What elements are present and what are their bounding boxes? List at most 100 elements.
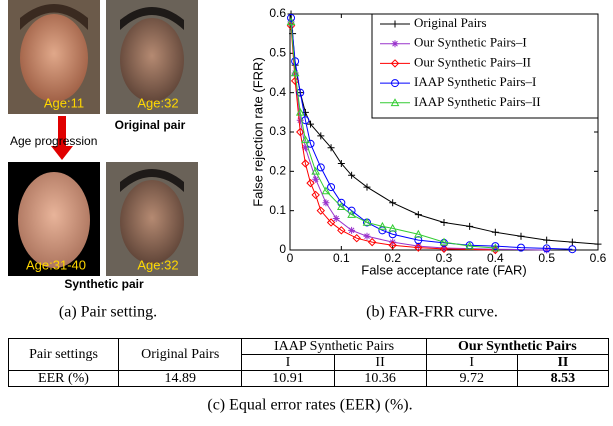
- y-tick-label: 0.4: [269, 85, 286, 99]
- legend-marker: [391, 79, 399, 88]
- marker: [316, 163, 325, 172]
- marker: [388, 241, 397, 250]
- marker: [295, 107, 305, 116]
- x-tick-label: 0.2: [384, 251, 401, 265]
- photo-label: Age:31-40: [26, 257, 86, 272]
- legend-marker: [390, 59, 400, 68]
- marker: [290, 76, 300, 86]
- cell: 9.72: [425, 370, 518, 387]
- photo-label: Age:11: [44, 95, 84, 110]
- marker: [388, 223, 398, 232]
- legend-label: IAAP Synthetic Pairs–I: [414, 74, 536, 89]
- y-tick-label: 0.5: [269, 46, 286, 60]
- cell: EER (%): [8, 370, 119, 387]
- marker: [568, 238, 576, 246]
- marker: [327, 183, 336, 192]
- y-axis-label: False rejection rate (FRR): [250, 57, 265, 207]
- marker: [286, 17, 296, 26]
- marker: [296, 127, 305, 137]
- marker: [327, 144, 335, 152]
- arrow: [51, 116, 73, 160]
- photo: [8, 0, 100, 114]
- y-tick-label: 0: [279, 242, 286, 256]
- marker: [296, 116, 304, 124]
- marker: [296, 88, 305, 97]
- marker: [317, 132, 325, 140]
- marker: [306, 178, 315, 188]
- subheader-cell: I: [425, 354, 518, 371]
- marker: [362, 217, 372, 226]
- marker: [391, 40, 399, 48]
- marker: [287, 13, 296, 22]
- marker: [440, 244, 448, 252]
- marker: [543, 236, 551, 244]
- marker: [517, 243, 525, 252]
- x-tick-label: 0.6: [590, 251, 607, 265]
- marker: [347, 210, 356, 218]
- marker: [336, 202, 346, 211]
- legend-marker: [391, 40, 399, 48]
- y-tick-label: 0.3: [269, 124, 286, 138]
- marker: [363, 183, 371, 191]
- legend-label: IAAP Synthetic Pairs–II: [414, 94, 541, 109]
- marker: [301, 135, 310, 144]
- marker: [491, 228, 499, 236]
- photo-label: Age:32: [137, 95, 178, 110]
- pair-label: Synthetic pair: [64, 277, 144, 291]
- marker: [301, 159, 310, 168]
- marker: [326, 218, 336, 227]
- marker: [465, 241, 475, 250]
- results-table: Pair settings Original Pairs IAAP Synthe…: [8, 338, 610, 387]
- x-axis-label: False acceptance rate (FAR): [361, 262, 526, 277]
- marker: [337, 226, 346, 235]
- legend-marker: [391, 20, 399, 28]
- x-tick-label: 0: [287, 251, 294, 265]
- legend-label: Our Synthetic Pairs–I: [414, 35, 527, 50]
- marker: [466, 222, 474, 230]
- x-tick-label: 0.4: [487, 251, 504, 265]
- marker: [542, 244, 551, 253]
- marker: [348, 226, 356, 234]
- marker: [568, 245, 577, 254]
- arrow-label: Age progression: [10, 134, 97, 148]
- subheader-cell: II: [516, 354, 610, 371]
- marker: [311, 190, 320, 200]
- marker: [290, 68, 300, 77]
- caption: (a) Pair setting.: [59, 304, 157, 321]
- marker: [491, 242, 500, 251]
- marker: [337, 159, 345, 167]
- marker: [391, 20, 399, 28]
- marker: [390, 59, 400, 68]
- marker: [332, 215, 340, 223]
- cell: 14.89: [117, 370, 243, 387]
- marker: [321, 186, 331, 195]
- marker: [352, 233, 361, 243]
- marker: [389, 199, 397, 207]
- marker: [414, 242, 422, 250]
- marker: [490, 243, 500, 252]
- legend-marker: [390, 98, 400, 107]
- pair-label: Original pair: [115, 118, 186, 132]
- caption: (c) Equal error rates (EER) (%).: [207, 397, 412, 414]
- legend-box: [371, 13, 599, 119]
- y-tick-label: 0.6: [269, 6, 286, 20]
- photo: [8, 162, 100, 276]
- marker: [363, 232, 371, 240]
- marker: [517, 232, 525, 240]
- marker: [301, 144, 309, 152]
- header-cell: Pair settings: [8, 338, 119, 371]
- marker: [414, 243, 423, 252]
- y-tick-label: 0.1: [269, 203, 286, 217]
- marker: [439, 237, 449, 246]
- marker: [348, 171, 356, 179]
- cell: 8.53: [516, 370, 610, 387]
- photo-label: Age:32: [137, 257, 178, 272]
- marker: [543, 246, 551, 254]
- marker: [391, 79, 399, 88]
- marker: [594, 240, 602, 248]
- subheader-cell: I: [241, 354, 335, 371]
- x-tick-label: 0.3: [436, 251, 453, 265]
- marker: [316, 206, 326, 215]
- cell: 10.91: [241, 370, 335, 387]
